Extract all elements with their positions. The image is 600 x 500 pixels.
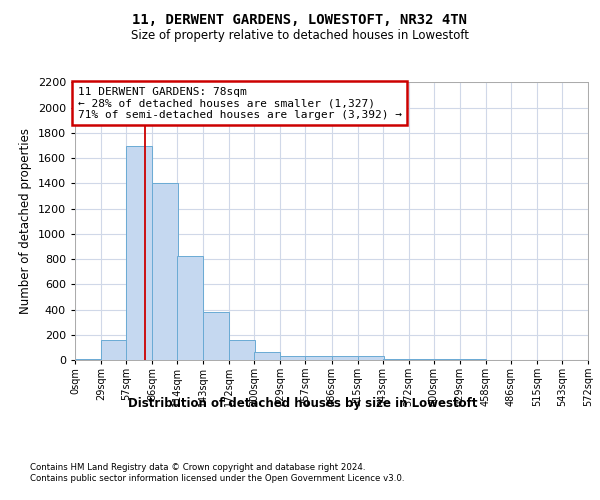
Bar [305, 356, 332, 360]
Bar [75, 358, 101, 360]
Bar [101, 340, 127, 360]
Text: 11 DERWENT GARDENS: 78sqm
← 28% of detached houses are smaller (1,327)
71% of se: 11 DERWENT GARDENS: 78sqm ← 28% of detac… [77, 86, 401, 120]
Bar [126, 146, 152, 360]
Text: Distribution of detached houses by size in Lowestoft: Distribution of detached houses by size … [128, 398, 478, 410]
Bar [203, 312, 229, 360]
Text: Size of property relative to detached houses in Lowestoft: Size of property relative to detached ho… [131, 29, 469, 42]
Y-axis label: Number of detached properties: Number of detached properties [19, 128, 32, 314]
Bar [229, 340, 255, 360]
Bar [177, 256, 203, 360]
Bar [358, 356, 383, 360]
Bar [331, 356, 358, 360]
Bar [254, 352, 280, 360]
Text: 11, DERWENT GARDENS, LOWESTOFT, NR32 4TN: 11, DERWENT GARDENS, LOWESTOFT, NR32 4TN [133, 12, 467, 26]
Bar [152, 184, 178, 360]
Text: Contains HM Land Registry data © Crown copyright and database right 2024.: Contains HM Land Registry data © Crown c… [30, 462, 365, 471]
Bar [280, 356, 307, 360]
Text: Contains public sector information licensed under the Open Government Licence v3: Contains public sector information licen… [30, 474, 404, 483]
